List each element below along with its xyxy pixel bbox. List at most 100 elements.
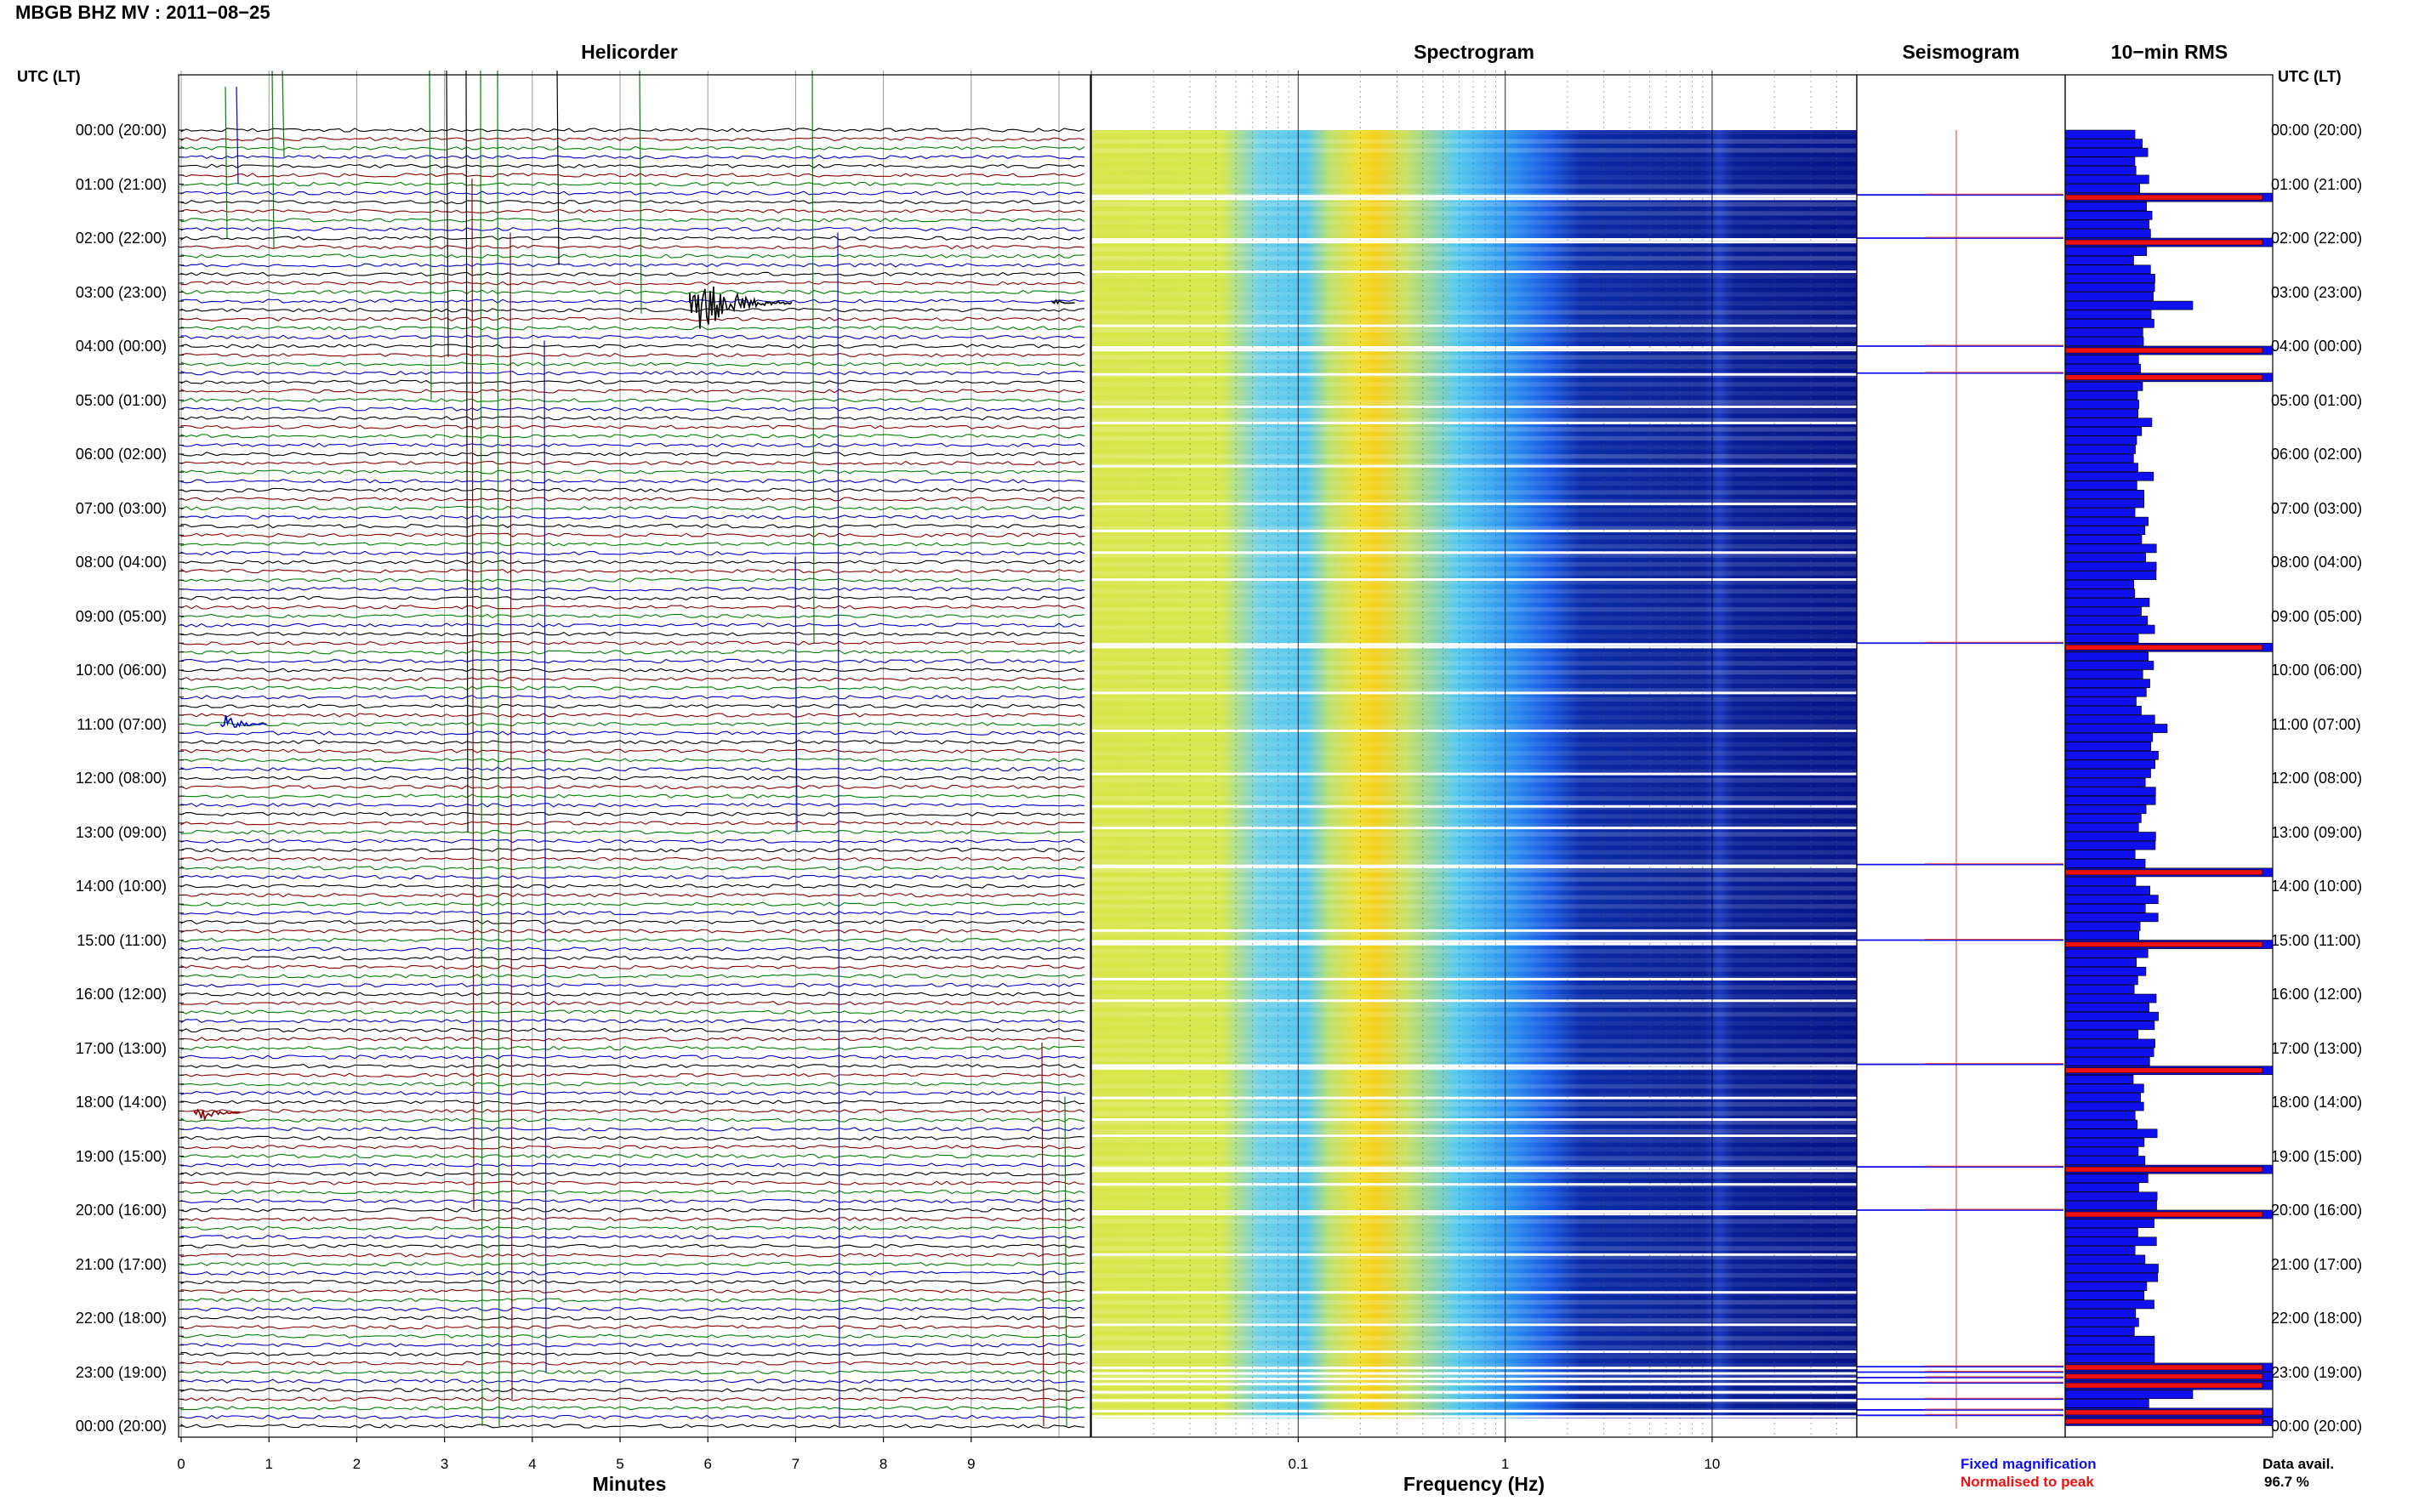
time-label-left: 13:00 (09:00) [75, 823, 167, 841]
panel-title-helicorder: Helicorder [581, 41, 678, 63]
rms-bar [2064, 634, 2139, 644]
helicorder-spike [471, 178, 475, 1211]
left-axis-header: UTC (LT) [17, 68, 81, 85]
helicorder-panel [179, 70, 1085, 1437]
time-label-left: 18:00 (14:00) [75, 1094, 167, 1111]
helicorder-trace [180, 289, 1085, 295]
time-label-right: 17:00 (13:00) [2271, 1039, 2363, 1057]
rms-bar [2064, 561, 2157, 571]
helicorder-trace [180, 371, 1085, 376]
time-label-right: 09:00 (05:00) [2271, 607, 2363, 625]
helicorder-trace [180, 1145, 1085, 1150]
helicorder-trace [180, 1127, 1085, 1132]
spectrogram-row-texture [1091, 1228, 1857, 1233]
rms-bar [2064, 508, 2136, 517]
rms-bar [2064, 418, 2153, 428]
helicorder-trace [180, 974, 1085, 979]
spectrogram-row-texture [1091, 480, 1857, 486]
spectrogram-gap [1091, 804, 1857, 808]
rms-bar [2064, 714, 2155, 725]
helicorder-trace [180, 389, 1085, 394]
helicorder-trace [180, 442, 1085, 448]
helicorder-trace [180, 587, 1085, 592]
helicorder-trace [180, 658, 1085, 664]
rms-bar [2064, 832, 2156, 841]
spectrogram-row-texture [1091, 1336, 1857, 1341]
rms-bar [2064, 337, 2144, 346]
spectrogram-row-texture [1091, 1003, 1857, 1008]
spectrogram-row-texture [1091, 454, 1857, 459]
helicorder-trace [180, 1378, 1085, 1384]
spectrogram-row-texture [1091, 778, 1857, 783]
helicorder-tick-label: 8 [879, 1456, 888, 1472]
rms-bar [2064, 804, 2147, 815]
rms-bar [2064, 543, 2157, 554]
rms-bar [2064, 732, 2154, 742]
time-label-right: 18:00 (14:00) [2271, 1094, 2363, 1111]
helicorder-trace [180, 838, 1085, 844]
helicorder-event [193, 1108, 241, 1122]
spectrogram-row-texture [1091, 247, 1857, 252]
spectrogram-row-texture [1091, 841, 1857, 846]
helicorder-trace [180, 1117, 1085, 1123]
helicorder-trace [180, 1333, 1085, 1339]
time-label-left: 23:00 (19:00) [75, 1363, 167, 1381]
spectrogram-gap [1091, 324, 1857, 327]
spectrogram-row-texture [1091, 543, 1857, 549]
rms-bar [2064, 1309, 2137, 1318]
spectrogram-row-texture [1091, 282, 1857, 288]
spectrogram-row-texture [1091, 922, 1857, 927]
spectrogram-row-texture [1091, 867, 1857, 873]
helicorder-trace [180, 173, 1085, 178]
spectrogram-gap [1091, 1415, 1857, 1418]
rms-bar [2064, 1254, 2146, 1265]
rms-bar [2064, 292, 2154, 301]
helicorder-trace [180, 316, 1085, 321]
helicorder-trace [180, 1072, 1085, 1077]
helicorder-spike [556, 70, 560, 265]
spectrogram-row-texture [1091, 1201, 1857, 1206]
helicorder-trace [180, 911, 1085, 916]
spectrogram-row-texture [1091, 796, 1857, 801]
spectrogram-row-texture [1091, 1254, 1857, 1260]
spectrogram-gap [1091, 940, 1857, 943]
helicorder-trace [180, 1108, 1085, 1114]
rms-bar [2064, 327, 2143, 338]
rms-bar [2064, 975, 2138, 986]
spectrogram-row-texture [1091, 1128, 1857, 1134]
helicorder-trace [180, 505, 1085, 511]
helicorder-trace [180, 524, 1085, 529]
helicorder-trace [180, 136, 1085, 142]
time-label-left: 14:00 (10:00) [75, 878, 167, 895]
rms-bar-normalised [2064, 1067, 2263, 1074]
spectrogram-row-texture [1091, 130, 1857, 135]
spectrogram-row-texture [1091, 832, 1857, 837]
spectrogram-gap [1091, 421, 1857, 424]
spectrogram-tick-label: 1 [1500, 1456, 1510, 1472]
helicorder-trace [180, 1000, 1085, 1006]
spectrogram-row-texture [1091, 1246, 1857, 1251]
spectrogram-x-label: Frequency (Hz) [1403, 1473, 1545, 1495]
helicorder-tick-label: 6 [703, 1456, 712, 1472]
time-label-left: 10:00 (06:00) [75, 662, 167, 679]
spectrogram-row-texture [1091, 1273, 1857, 1278]
helicorder-trace [180, 245, 1085, 250]
spectrogram-row-texture [1091, 706, 1857, 711]
helicorder-trace [180, 730, 1085, 736]
spectrogram-tick-label: 10 [1704, 1456, 1721, 1472]
time-label-left: 02:00 (22:00) [75, 230, 167, 247]
spectrogram-gap [1091, 270, 1857, 274]
spectrogram-row-texture [1091, 517, 1857, 522]
helicorder-trace [180, 685, 1085, 691]
helicorder-trace [180, 884, 1085, 889]
rms-bar [2064, 400, 2139, 409]
spectrogram-gap [1091, 241, 1857, 244]
panel-frame [1856, 74, 2066, 1438]
time-label-right: 21:00 (17:00) [2271, 1255, 2363, 1273]
time-label-left: 16:00 (12:00) [75, 986, 167, 1003]
spectrogram-row-texture [1091, 661, 1857, 666]
spectrogram-gap [1091, 1096, 1857, 1100]
spectrogram-gap [1091, 1383, 1857, 1386]
time-label-left: 19:00 (15:00) [75, 1147, 167, 1165]
helicorder-trace [180, 1064, 1085, 1069]
